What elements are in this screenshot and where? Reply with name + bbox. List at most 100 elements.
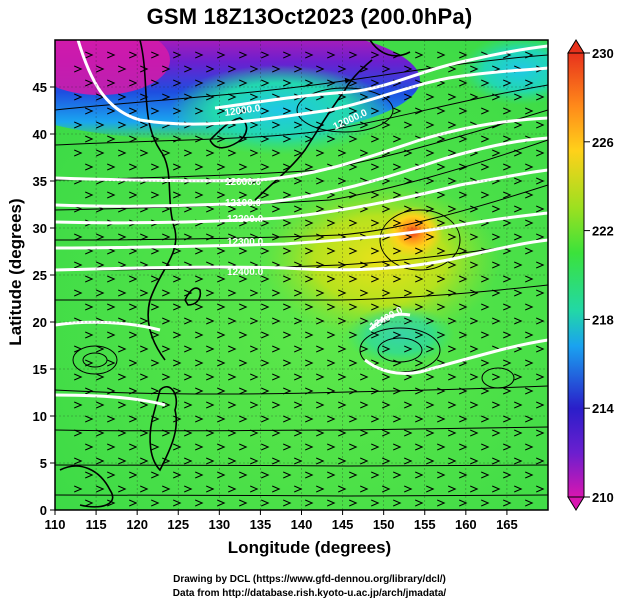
wind-arrow	[371, 247, 380, 255]
colorbar-tick-label: 226	[592, 135, 614, 150]
wind-arrow	[272, 373, 281, 381]
wind-arrow	[316, 429, 325, 437]
wind-arrow	[162, 65, 171, 73]
wind-arrow	[162, 317, 171, 325]
wind-arrow	[338, 429, 347, 437]
wind-arrow	[272, 429, 281, 437]
y-axis: 0 5 10 15 20 25 30 35 40 45	[33, 80, 55, 518]
wind-arrow	[448, 485, 457, 493]
wind-arrow	[272, 345, 281, 353]
wind-arrow	[338, 345, 347, 353]
wind-arrow	[173, 303, 182, 311]
y-tick-label: 25	[33, 268, 47, 283]
contour-12400-b	[55, 320, 161, 332]
wind-arrow	[261, 387, 270, 395]
y-tick-label: 35	[33, 174, 47, 189]
wind-arrow	[327, 499, 336, 507]
wind-arrow	[470, 317, 479, 325]
wind-arrow	[536, 261, 545, 269]
wind-arrow	[536, 345, 545, 353]
wind-arrow	[151, 331, 160, 339]
wind-arrow	[426, 121, 435, 129]
wind-arrow	[536, 401, 545, 409]
wind-arrow	[371, 219, 380, 227]
wind-arrow	[437, 247, 446, 255]
wind-arrow	[206, 149, 215, 157]
wind-arrow	[371, 471, 380, 479]
wind-arrow	[305, 51, 314, 59]
wind-arrow	[316, 317, 325, 325]
wind-arrow	[404, 93, 413, 101]
wind-arrow	[514, 261, 523, 269]
wind-arrow	[459, 443, 468, 451]
wind-arrow	[228, 149, 237, 157]
wind-arrow	[162, 485, 171, 493]
wind-arrow	[404, 317, 413, 325]
wind-arrow	[96, 345, 105, 353]
wind-arrow	[316, 121, 325, 129]
wind-arrow	[492, 401, 501, 409]
wind-arrow	[470, 345, 479, 353]
wind-arrow	[360, 93, 369, 101]
wind-arrow	[151, 51, 160, 59]
wind-arrow	[338, 177, 347, 185]
wind-arrow	[96, 485, 105, 493]
wind-arrow	[129, 331, 138, 339]
wind-arrow	[250, 345, 259, 353]
wind-arrow	[250, 317, 259, 325]
wind-arrow	[459, 51, 468, 59]
wind-arrow	[118, 233, 127, 241]
wind-arrow	[162, 289, 171, 297]
wind-arrow	[371, 191, 380, 199]
wind-arrow	[448, 373, 457, 381]
wind-arrow	[261, 275, 270, 283]
wind-arrow	[261, 499, 270, 507]
wind-arrow	[448, 149, 457, 157]
wind-arrow	[118, 149, 127, 157]
wind-arrow	[415, 107, 424, 115]
x-tick-label: 160	[455, 517, 477, 532]
x-tick-label: 110	[45, 517, 66, 532]
wind-arrow	[239, 331, 248, 339]
wind-arrow	[305, 79, 314, 87]
wind-arrow	[327, 303, 336, 311]
wind-arrow	[140, 457, 149, 465]
x-tick-label: 130	[208, 517, 230, 532]
wind-arrow	[371, 135, 380, 143]
wind-arrow	[393, 247, 402, 255]
wind-arrow	[459, 107, 468, 115]
wind-arrow	[151, 359, 160, 367]
wind-arrow	[338, 317, 347, 325]
wind-arrow	[272, 149, 281, 157]
wind-arrow	[250, 149, 259, 157]
wind-arrow	[118, 93, 127, 101]
wind-arrow	[173, 191, 182, 199]
wind-arrow	[173, 107, 182, 115]
wind-arrow	[151, 415, 160, 423]
wind-arrow	[239, 471, 248, 479]
wind-arrow	[327, 415, 336, 423]
wind-arrow	[426, 401, 435, 409]
wind-arrow	[305, 471, 314, 479]
wind-arrow	[316, 65, 325, 73]
wind-arrow	[140, 429, 149, 437]
y-tick-label: 30	[33, 221, 47, 236]
wind-arrow	[437, 191, 446, 199]
wind-arrow	[195, 79, 204, 87]
x-tick-label: 150	[373, 517, 395, 532]
wind-arrow	[459, 79, 468, 87]
anticyclone-loop	[379, 209, 461, 271]
wind-arrow	[426, 205, 435, 213]
wind-arrow	[481, 107, 490, 115]
wind-arrow	[195, 331, 204, 339]
wind-arrow	[283, 247, 292, 255]
coastline-korea	[209, 117, 248, 149]
wind-arrow	[96, 121, 105, 129]
wind-arrow	[107, 415, 116, 423]
wind-arrow	[85, 359, 94, 367]
wind-arrow	[525, 107, 534, 115]
wind-arrow	[162, 401, 171, 409]
wind-arrow	[437, 331, 446, 339]
wind-arrow	[305, 163, 314, 171]
wind-arrow	[151, 387, 160, 395]
